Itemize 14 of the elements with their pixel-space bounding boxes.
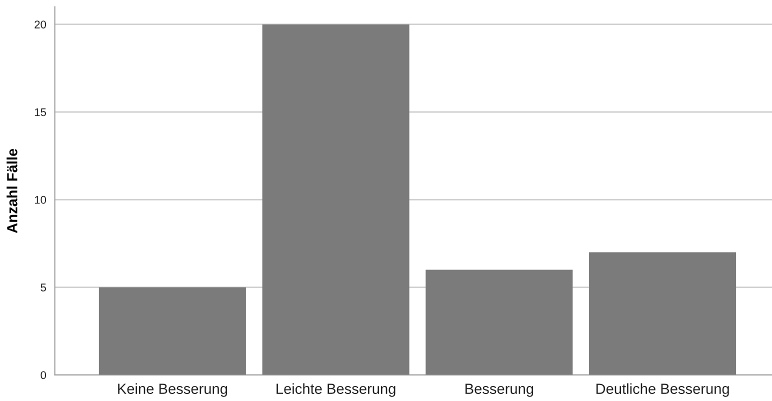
bar [262, 24, 410, 375]
y-tick-label: 5 [40, 284, 46, 292]
bar [426, 270, 573, 375]
y-tick-label: 15 [34, 108, 46, 116]
y-axis-title: Anzahl Fälle [6, 148, 18, 234]
x-tick-label: Leichte Besserung [276, 383, 396, 397]
bar [589, 252, 736, 375]
bar [98, 287, 246, 375]
y-tick-label: 20 [34, 20, 46, 28]
x-tick-label: Besserung [466, 384, 534, 397]
x-tick-label: Deutliche Besserung [596, 383, 729, 397]
x-tick-label: Keine Besserung [118, 383, 228, 397]
y-tick-label: 0 [40, 371, 46, 380]
y-tick-label: 10 [34, 196, 46, 204]
